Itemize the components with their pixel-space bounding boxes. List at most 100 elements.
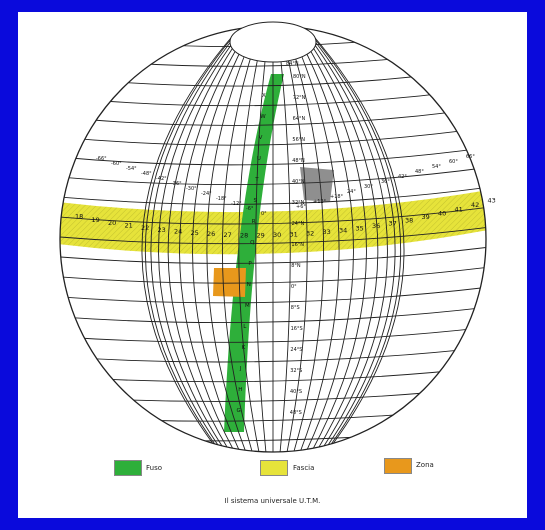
band-letter: M — [245, 303, 250, 309]
longitude-label-right: 30° — [364, 184, 373, 190]
band-letter: U — [257, 156, 261, 162]
top-longitude-label: 84°N — [286, 61, 299, 67]
band-letter: R — [252, 219, 256, 225]
fascia-swatch — [260, 460, 288, 476]
band-letter: T — [254, 177, 259, 183]
meridian-line — [158, 33, 240, 452]
longitude-label-right: 54° — [432, 164, 441, 170]
zone-number-label: 35 — [356, 224, 364, 232]
longitude-label-right: 36° — [381, 179, 390, 185]
latitude-label: 16°S — [291, 326, 303, 332]
zone-number-label: 23 — [158, 226, 166, 234]
north-pole-cap — [229, 21, 317, 63]
zone-number-label: 24 — [174, 228, 182, 236]
latitude-label: 0° — [291, 284, 297, 290]
fuso-legend-label: Fuso — [146, 464, 163, 472]
zone-number-label: 41 — [455, 206, 463, 214]
band-letter: W — [260, 114, 266, 120]
zone-number-label: 29 — [257, 231, 265, 239]
figure-caption: Il sistema universale U.T.M. — [224, 497, 321, 505]
parallel-line — [60, 145, 486, 166]
parallel-line — [60, 125, 486, 146]
longitude-label-right: +12° — [313, 199, 327, 205]
latitude-label: 48°S — [290, 410, 302, 416]
meridian-line — [221, 33, 259, 452]
longitude-label-left: -48° — [141, 171, 152, 177]
longitude-label-left: -60° — [111, 161, 122, 167]
longitude-label-left: -30° — [186, 186, 197, 192]
zone-number-label: 31 — [290, 230, 298, 238]
meridian-line — [310, 33, 402, 452]
latitude-label: 72°N — [293, 95, 306, 101]
meridian-line — [144, 33, 236, 452]
meridian-line — [141, 33, 235, 452]
latitude-label: 8°S — [291, 305, 300, 311]
zone-number-label: 25 — [191, 229, 199, 237]
zone-number-label: 33 — [323, 228, 331, 236]
longitude-label-right: 60° — [449, 159, 458, 165]
meridian-line — [306, 33, 388, 452]
zone-number-label: 34 — [339, 226, 347, 234]
parallel-line — [60, 205, 486, 225]
latitude-label: 24°N — [292, 221, 305, 227]
figure-panel: 84°N 80°N 72°N 64°N 56°N 48°N 40°N 32°N 24°N 16°N… — [18, 12, 527, 518]
latitude-label: 56°N — [292, 137, 305, 143]
band-letter: J — [239, 366, 242, 372]
latitude-label: 32°S — [290, 368, 302, 374]
globe-labels: 84°N80°N72°N64°N56°N48°N40°N32°N24°N16°N… — [75, 61, 496, 416]
zona-legend-label: Zona — [416, 461, 434, 469]
zone-number-label: 20 — [108, 219, 116, 227]
latitude-label: 8°N — [291, 263, 301, 269]
meridian-line — [167, 33, 243, 452]
latitude-label: 80°N — [293, 74, 306, 80]
zone-number-label: 39 — [422, 213, 430, 221]
latitude-label: 64°N — [293, 116, 306, 122]
longitude-label-left: -36° — [171, 181, 182, 187]
meridian-line — [296, 33, 354, 452]
band-letter: Q — [250, 240, 255, 246]
band-letter: N — [247, 282, 251, 288]
longitude-label-right: +18° — [330, 194, 344, 200]
zone-number-label: 21 — [125, 222, 133, 230]
zone-number-label: 42 — [471, 201, 479, 209]
longitude-label-right: +6° — [296, 204, 306, 210]
longitude-label-left: -6° — [246, 206, 254, 212]
parallel-line — [60, 245, 486, 264]
longitude-label-left: -54° — [126, 166, 137, 172]
zone-number-label: 19 — [92, 216, 100, 224]
meridian-line — [308, 33, 396, 452]
longitude-label-left: -18° — [216, 196, 227, 202]
meridian-line — [192, 33, 250, 452]
parallel-line — [60, 185, 486, 205]
band-letter: K — [242, 345, 246, 351]
longitude-label-left: -24° — [201, 191, 212, 197]
zone-number-label: 27 — [224, 231, 232, 239]
parallel-line — [60, 285, 486, 304]
longitude-label-left: -42° — [156, 176, 167, 182]
zone-number-label: 43 — [488, 197, 496, 205]
band-letter: X — [262, 93, 266, 99]
latitude-label: 16°N — [291, 242, 304, 248]
fuso-swatch — [114, 460, 142, 476]
parallel-line — [60, 165, 486, 186]
longitude-label-right: 24° — [347, 189, 356, 195]
latitude-label: 40°S — [290, 389, 302, 395]
zone-number-label: 37 — [389, 220, 397, 228]
meridian-line — [287, 33, 325, 452]
latitude-label: 48°N — [292, 158, 305, 164]
parallel-line — [60, 105, 486, 126]
zone-number-label: 28 — [240, 231, 248, 239]
zone-number-label: 40 — [438, 210, 446, 218]
zone-number-label: 18 — [75, 212, 83, 220]
meridian-line — [277, 33, 291, 452]
band-letter: G — [237, 408, 241, 414]
meridian-line — [282, 33, 308, 452]
parallel-line — [60, 345, 486, 363]
meridian-line — [311, 33, 405, 452]
longitude-label-right: 42° — [398, 174, 407, 180]
band-letter: V — [259, 135, 263, 141]
zone-number-label: 38 — [405, 217, 413, 225]
meridian-line — [238, 33, 264, 452]
latitude-label: 32°N — [292, 200, 305, 206]
parallel-line — [60, 265, 486, 284]
